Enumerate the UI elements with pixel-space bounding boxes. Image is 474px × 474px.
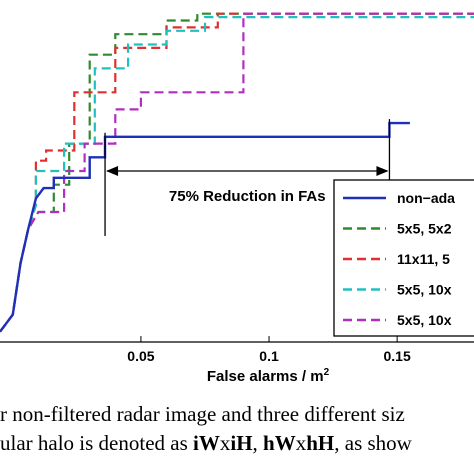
caption-text: , as show [334, 431, 412, 455]
annotation-text: 75% Reduction in FAs [169, 188, 326, 205]
caption-text: x [219, 431, 231, 455]
x-tick-label: 0.05 [127, 348, 154, 364]
caption-bold: hH [306, 431, 335, 455]
caption-text: , [252, 431, 264, 455]
x-tick-label: 0.15 [384, 348, 411, 364]
caption-bold: iW [193, 431, 220, 455]
x-tick-label: 0.1 [259, 348, 279, 364]
x-axis-label: False alarms / m2 [207, 367, 330, 385]
legend-label: 5x5, 10x [397, 312, 452, 328]
legend-label: 5x5, 5x2 [397, 221, 452, 237]
annotation-arrowhead-left [106, 166, 119, 176]
legend-label: 11x11, 5 [397, 251, 450, 267]
series-line-1 [0, 121, 410, 333]
annotation-layer: 75% Reduction in FAs [104, 119, 391, 236]
caption-line-1: r non-filtered radar image and three dif… [0, 402, 405, 426]
legend: non−ada 5x5, 5x2 11x11, 5 5x5, 10x 5x5, 10x [333, 179, 474, 337]
caption-text: x [295, 431, 307, 455]
caption-bold: hW [263, 431, 296, 455]
caption-text: ular halo is denoted as [0, 431, 194, 455]
series-line-3 [0, 12, 474, 333]
legend-label: non−ada [397, 190, 455, 206]
caption-line-2: ular halo is denoted as iWxiH, hWxhH, as… [0, 431, 474, 456]
legend-label: 5x5, 10x [397, 282, 452, 298]
series-layer [0, 12, 474, 333]
axes-layer: 0.05 0.1 0.15 [0, 336, 474, 364]
annotation-arrowhead-right [376, 166, 389, 176]
caption-bold: iH [230, 431, 253, 455]
